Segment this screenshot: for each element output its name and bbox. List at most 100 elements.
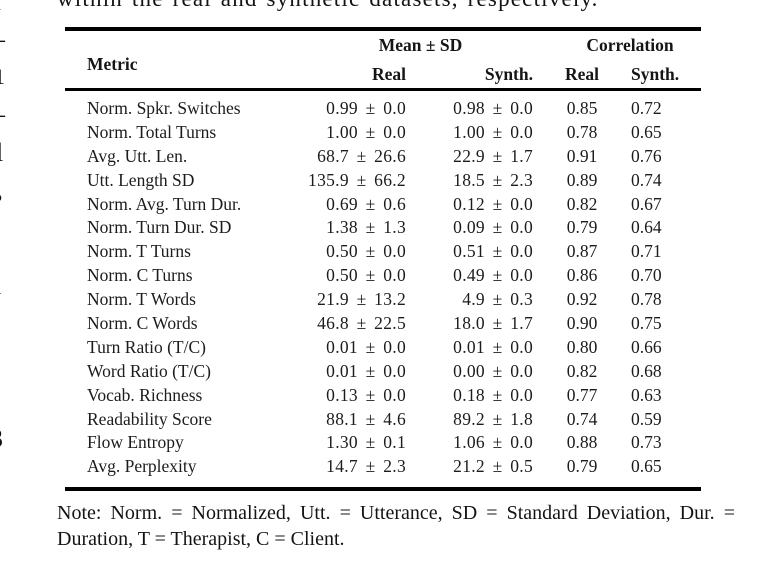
- mean-synth-value: 1.06 ± 0.0: [453, 432, 533, 453]
- mean-synth-value: 89.2 ± 1.8: [453, 408, 533, 429]
- body-text-cutoff: within the real and synthetic datasets, …: [57, 0, 599, 11]
- left-edge-glyph-fragment: 3: [0, 426, 3, 452]
- corr-real-value: 0.89: [566, 169, 598, 190]
- table-row: Norm. C Turns 0.50 ± 0.0 0.49 ± 0.0 0.86…: [65, 264, 701, 288]
- mean-real-value: 0.01 ± 0.0: [326, 336, 406, 357]
- metric-name: Word Ratio (T/C): [87, 360, 211, 381]
- corr-real-value: 0.82: [566, 193, 598, 214]
- metric-name: Norm. Spkr. Switches: [87, 98, 241, 118]
- mean-synth-value: 0.18 ± 0.0: [453, 384, 533, 405]
- table-row: Readability Score 88.1 ± 4.6 89.2 ± 1.8 …: [65, 408, 701, 432]
- mean-real-value: 135.9 ± 66.2: [308, 169, 406, 190]
- metric-name: Norm. Avg. Turn Dur.: [87, 193, 242, 214]
- left-edge-glyph-fragment: y: [0, 285, 1, 307]
- note-line-1: Note: Norm. = Normalized, Utt. = Utteran…: [57, 502, 735, 524]
- corr-synth-value: 0.65: [631, 121, 662, 142]
- table-row: Avg. Utt. Len. 68.7 ± 26.6 22.9 ± 1.7 0.…: [65, 145, 701, 169]
- metric-name: Avg. Perplexity: [87, 456, 197, 477]
- corr-real-value: 0.80: [566, 336, 598, 357]
- metric-name: Norm. C Turns: [87, 265, 193, 286]
- mean-synth-value: 0.12 ± 0.0: [453, 193, 533, 214]
- table-row: Avg. Perplexity 14.7 ± 2.3 21.2 ± 0.5 0.…: [65, 455, 701, 479]
- mean-real-value: 0.01 ± 0.0: [326, 360, 406, 381]
- table-header-rule: [65, 88, 701, 91]
- corr-synth-value: 0.68: [631, 360, 662, 381]
- table-row: Vocab. Richness 0.13 ± 0.0 0.18 ± 0.0 0.…: [65, 384, 701, 408]
- table-row: Norm. T Words 21.9 ± 13.2 4.9 ± 0.3 0.92…: [65, 288, 701, 312]
- table-row: Norm. C Words 46.8 ± 22.5 18.0 ± 1.7 0.9…: [65, 312, 701, 336]
- mean-synth-value: 0.51 ± 0.0: [453, 241, 533, 262]
- table-row: Norm. Avg. Turn Dur. 0.69 ± 0.6 0.12 ± 0…: [65, 193, 701, 217]
- mean-real-value: 0.50 ± 0.0: [326, 241, 406, 262]
- corr-synth-value: 0.72: [631, 98, 662, 118]
- metric-name: Utt. Length SD: [87, 169, 195, 190]
- left-edge-glyph-fragment: -: [0, 393, 1, 413]
- table-row: Utt. Length SD 135.9 ± 66.2 18.5 ± 2.3 0…: [65, 169, 701, 193]
- table-row: Norm. Turn Dur. SD 1.38 ± 1.3 0.09 ± 0.0…: [65, 216, 701, 240]
- mean-real-value: 88.1 ± 4.6: [326, 408, 406, 429]
- left-edge-glyph-fragment: —: [0, 30, 5, 50]
- metric-name: Norm. Total Turns: [87, 121, 217, 142]
- corr-synth-value: 0.70: [631, 265, 662, 286]
- table-row: Word Ratio (T/C) 0.01 ± 0.0 0.00 ± 0.0 0…: [65, 360, 701, 384]
- mean-real-value: 0.50 ± 0.0: [326, 265, 406, 286]
- mean-real-value: 1.00 ± 0.0: [326, 121, 406, 142]
- mean-real-value: 14.7 ± 2.3: [326, 456, 406, 477]
- corr-real-value: 0.82: [566, 360, 598, 381]
- corr-real-value: 0.88: [566, 432, 598, 453]
- corr-synth-value: 0.64: [631, 217, 662, 238]
- mean-real-value: 0.69 ± 0.6: [326, 193, 406, 214]
- metric-name: Turn Ratio (T/C): [87, 336, 206, 357]
- mean-synth-value: 18.5 ± 2.3: [453, 169, 533, 190]
- table-row: Norm. Spkr. Switches 0.99 ± 0.0 0.98 ± 0…: [65, 97, 701, 121]
- corr-real-value: 0.85: [566, 98, 598, 118]
- corr-real-value: 0.87: [566, 241, 598, 262]
- mean-real-value: 21.9 ± 13.2: [317, 289, 406, 310]
- table-row: Flow Entropy 1.30 ± 0.1 1.06 ± 0.0 0.88 …: [65, 431, 701, 455]
- left-edge-glyph-fragment: -: [0, 324, 1, 344]
- table-top-rule: [65, 27, 701, 31]
- metric-name: Flow Entropy: [87, 432, 184, 453]
- metric-name: Avg. Utt. Len.: [87, 145, 188, 166]
- header-group-correlation: Correlation: [586, 35, 674, 55]
- table-row: Norm. T Turns 0.50 ± 0.0 0.51 ± 0.0 0.87…: [65, 240, 701, 264]
- corr-synth-value: 0.78: [631, 289, 662, 310]
- corr-real-value: 0.78: [566, 121, 598, 142]
- table-row: Norm. Total Turns 1.00 ± 0.0 1.00 ± 0.0 …: [65, 121, 701, 145]
- metric-name: Norm. C Words: [87, 313, 198, 334]
- mean-synth-value: 0.00 ± 0.0: [453, 360, 533, 381]
- header-mean-synth: Synth.: [484, 63, 533, 84]
- table-note: Note: Norm. = Normalized, Utt. = Utteran…: [57, 500, 735, 552]
- metric-name: Vocab. Richness: [87, 384, 203, 405]
- left-edge-glyph-fragment: l: [0, 0, 1, 14]
- header-mean-real: Real: [371, 63, 406, 84]
- corr-synth-value: 0.63: [631, 384, 662, 405]
- mean-real-value: 68.7 ± 26.6: [317, 145, 406, 166]
- mean-real-value: 0.99 ± 0.0: [326, 98, 406, 118]
- metric-name: Readability Score: [87, 408, 212, 429]
- mean-real-value: 1.30 ± 0.1: [326, 432, 406, 453]
- corr-real-value: 0.74: [566, 408, 598, 429]
- left-edge-glyph-fragment: —: [0, 105, 5, 125]
- corr-synth-value: 0.76: [631, 145, 662, 166]
- metric-name: Norm. T Words: [87, 289, 196, 310]
- corr-real-value: 0.77: [566, 384, 598, 405]
- mean-real-value: 46.8 ± 22.5: [317, 313, 406, 334]
- corr-synth-value: 0.71: [631, 241, 662, 262]
- corr-synth-value: 0.59: [631, 408, 662, 429]
- header-metric: Metric: [87, 54, 138, 74]
- mean-synth-value: 0.49 ± 0.0: [453, 265, 533, 286]
- mean-synth-value: 21.2 ± 0.5: [453, 456, 533, 477]
- left-edge-glyph-fragment: l: [0, 140, 3, 166]
- table-row: Turn Ratio (T/C) 0.01 ± 0.0 0.01 ± 0.0 0…: [65, 336, 701, 360]
- mean-synth-value: 0.98 ± 0.0: [453, 98, 533, 118]
- mean-synth-value: 0.01 ± 0.0: [453, 336, 533, 357]
- mean-synth-value: 0.09 ± 0.0: [453, 217, 533, 238]
- corr-synth-value: 0.65: [631, 456, 662, 477]
- corr-real-value: 0.92: [566, 289, 598, 310]
- corr-real-value: 0.91: [566, 145, 598, 166]
- corr-synth-value: 0.75: [631, 313, 662, 334]
- left-edge-glyph-fragment: 1: [0, 66, 5, 88]
- left-edge-glyph-fragment: e: [0, 518, 1, 540]
